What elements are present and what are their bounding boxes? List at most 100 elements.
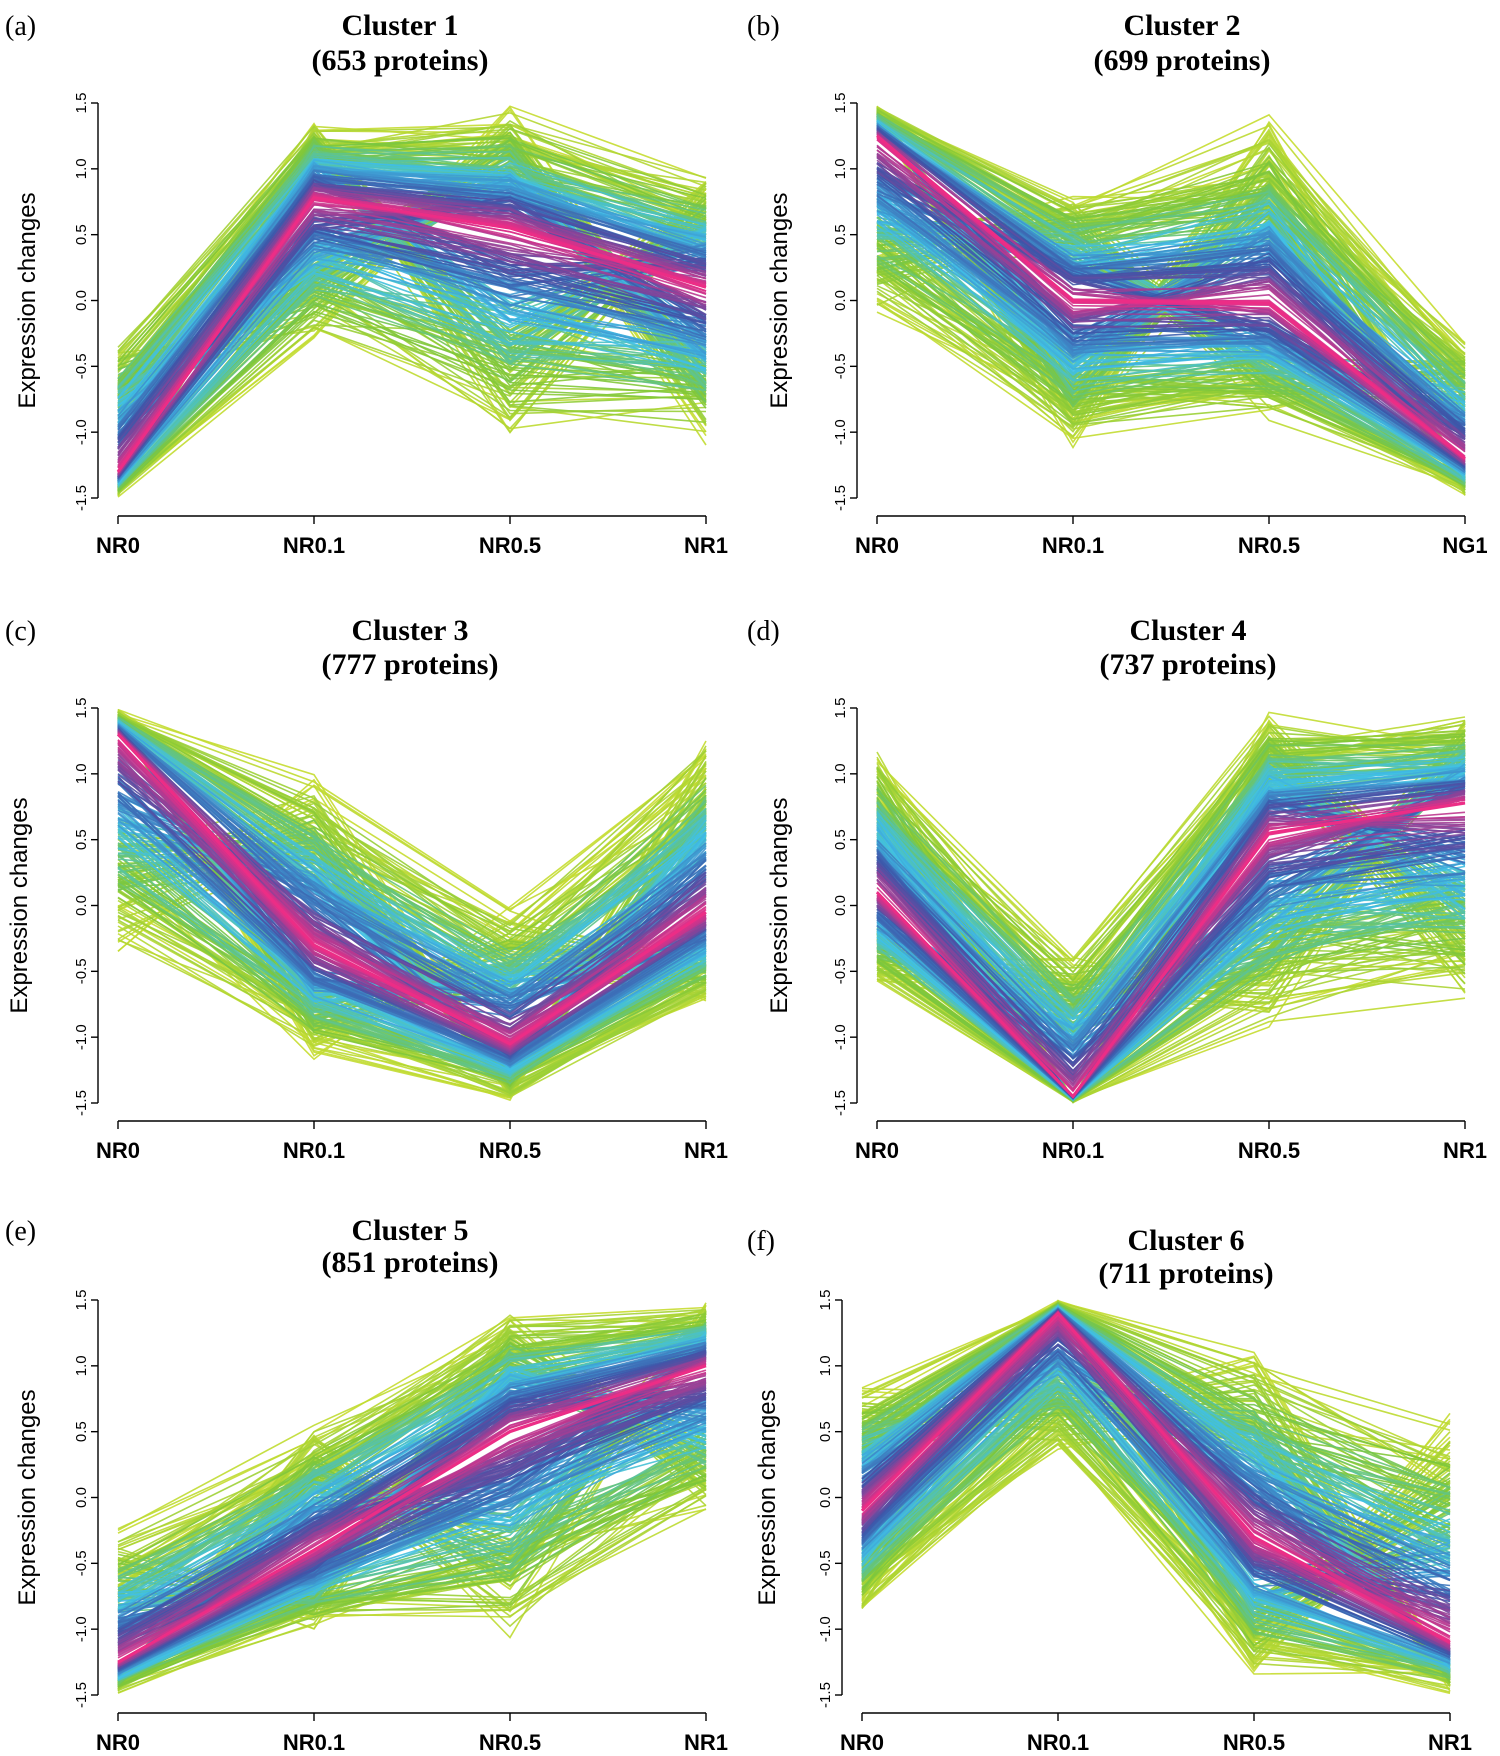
y-tick-label: 1.5 xyxy=(73,698,90,719)
profile-line xyxy=(861,1307,1451,1524)
profile-line xyxy=(117,310,707,487)
chart-title: Cluster 1 xyxy=(342,9,459,42)
profile-line xyxy=(117,273,707,482)
chart-subtitle: (699 proteins) xyxy=(1094,44,1271,77)
centroid-line xyxy=(875,801,1466,1099)
y-axis-label: Expression changes xyxy=(14,1389,41,1605)
y-tick-label: 1.0 xyxy=(73,1355,90,1376)
y-tick-label: 0.5 xyxy=(73,829,90,850)
chart-title: Cluster 6 xyxy=(1128,1224,1245,1257)
y-tick-label: 0.0 xyxy=(73,290,90,311)
y-tick-label: 0.0 xyxy=(73,895,90,916)
profile-line xyxy=(861,1331,1451,1652)
y-tick-label: 1.5 xyxy=(817,1290,834,1311)
y-tick-label: 0.5 xyxy=(73,224,90,245)
centroid-line xyxy=(116,196,707,473)
panel-letter: (c) xyxy=(5,616,36,647)
y-tick-label: -1.5 xyxy=(817,1682,834,1708)
x-tick-label: NR0 xyxy=(840,1730,884,1755)
x-tick-label: NR0.5 xyxy=(479,533,541,558)
y-tick-label: -1.5 xyxy=(832,1090,849,1116)
profile-line xyxy=(876,782,1466,1068)
y-tick-label: 1.0 xyxy=(832,158,849,179)
chart-subtitle: (711 proteins) xyxy=(1098,1257,1273,1290)
chart-panel-6: -1.5 -1.0 -0.5 0.0 0.5 1.0 1.5 NR0 NR0.1 NR0.5 NR1… xyxy=(747,1224,1472,1755)
series-lines xyxy=(116,708,707,1102)
y-tick-label: 1.5 xyxy=(73,1290,90,1311)
profile-line xyxy=(117,1362,707,1664)
chart-title: Cluster 3 xyxy=(352,614,469,647)
profile-line xyxy=(117,709,707,962)
y-tick-label: 0.5 xyxy=(832,829,849,850)
y-tick-label: -1.0 xyxy=(832,419,849,445)
x-tick-label: NR0.5 xyxy=(1238,1138,1300,1163)
y-tick-label: -1.0 xyxy=(832,1024,849,1050)
y-axis-label: Expression changes xyxy=(766,797,793,1013)
centroid-line xyxy=(860,1311,1451,1644)
x-tick-label: NR1 xyxy=(684,1138,728,1163)
x-tick-label: NR0.1 xyxy=(283,1730,345,1755)
x-tick-label: NR1 xyxy=(1428,1730,1472,1755)
y-tick-label: 1.0 xyxy=(73,158,90,179)
profile-line xyxy=(117,831,707,1075)
y-tick-label: -1.5 xyxy=(832,485,849,511)
series-lines xyxy=(875,711,1466,1104)
x-tick-label: NR0.5 xyxy=(479,1730,541,1755)
x-tick-label: NR0 xyxy=(855,533,899,558)
centroid-line xyxy=(116,733,707,1046)
y-tick-label: -0.5 xyxy=(73,353,90,379)
y-tick-label: 1.5 xyxy=(832,698,849,719)
x-tick-label: NR0.5 xyxy=(479,1138,541,1163)
profile-line xyxy=(117,726,707,997)
y-tick-label: -1.5 xyxy=(73,1090,90,1116)
series-lines xyxy=(876,105,1466,496)
chart-panel-1: -1.5 -1.0 -0.5 0.0 0.5 1.0 1.5 NR0 NR0.1 NR0.5 NR1… xyxy=(5,9,728,558)
profile-line xyxy=(876,744,1466,1005)
y-tick-label: 1.5 xyxy=(832,93,849,114)
profile-line xyxy=(117,1415,707,1680)
profile-line xyxy=(876,951,1466,1103)
y-axis-label: Expression changes xyxy=(14,192,41,408)
y-tick-label: 0.5 xyxy=(73,1421,90,1442)
x-tick-label: NR0 xyxy=(855,1138,899,1163)
profile-line xyxy=(861,1361,1451,1560)
y-tick-label: 1.5 xyxy=(73,93,90,114)
y-tick-label: -0.5 xyxy=(73,958,90,984)
x-tick-label: NR0.1 xyxy=(283,1138,345,1163)
profile-line xyxy=(117,1354,707,1633)
profile-line xyxy=(876,220,1466,471)
x-tick-label: NG1 xyxy=(1442,533,1487,558)
profile-line xyxy=(876,198,1466,468)
x-tick-label: NR1 xyxy=(684,533,728,558)
x-tick-label: NR0.1 xyxy=(1042,533,1104,558)
x-tick-label: NR0 xyxy=(96,533,140,558)
panel-letter: (f) xyxy=(747,1226,775,1257)
centroid-line xyxy=(117,1364,707,1664)
profile-line xyxy=(876,162,1466,465)
y-tick-label: 0.0 xyxy=(832,290,849,311)
chart-panel-3: -1.5 -1.0 -0.5 0.0 0.5 1.0 1.5 NR0 NR0.1 NR0.5 NR1… xyxy=(5,614,728,1163)
profile-line xyxy=(117,1327,707,1591)
profile-line xyxy=(876,834,1466,1099)
profile-line xyxy=(861,1437,1451,1675)
y-tick-label: -1.0 xyxy=(817,1616,834,1642)
chart-title: Cluster 4 xyxy=(1130,614,1247,647)
chart-subtitle: (653 proteins) xyxy=(312,44,489,77)
y-tick-label: -0.5 xyxy=(832,353,849,379)
y-tick-label: -0.5 xyxy=(832,958,849,984)
profile-line xyxy=(117,208,707,475)
profile-line xyxy=(117,327,707,491)
y-tick-label: 0.5 xyxy=(832,224,849,245)
y-tick-label: -1.0 xyxy=(73,1616,90,1642)
panel-letter: (a) xyxy=(5,11,36,42)
profile-line xyxy=(117,128,707,348)
x-tick-label: NR1 xyxy=(1443,1138,1487,1163)
profile-line xyxy=(117,1345,707,1623)
profile-line xyxy=(117,1451,707,1678)
y-axis-label: Expression changes xyxy=(766,192,793,408)
y-tick-label: -1.5 xyxy=(73,1682,90,1708)
y-tick-label: 0.0 xyxy=(817,1487,834,1508)
panel-letter: (d) xyxy=(747,616,780,647)
profile-line xyxy=(876,725,1466,974)
